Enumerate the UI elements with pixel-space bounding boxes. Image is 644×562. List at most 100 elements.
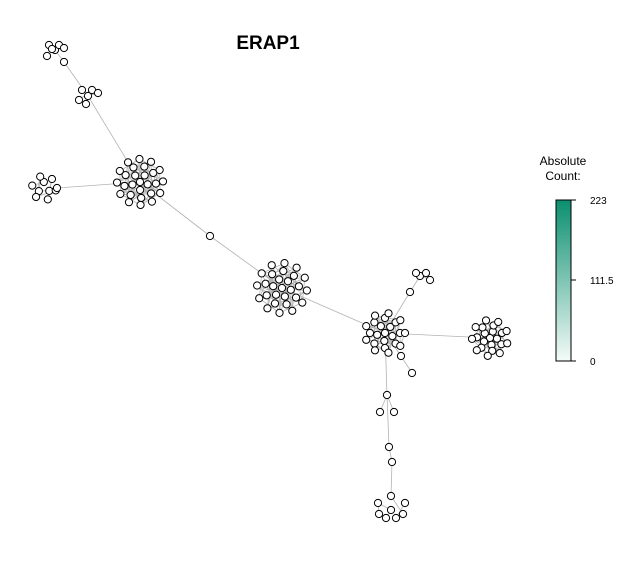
- network-node: [124, 198, 134, 207]
- network-node: [123, 158, 133, 167]
- network-edge: [209, 235, 283, 289]
- network-node: [262, 291, 271, 300]
- network-node: [135, 154, 144, 164]
- network-node: [156, 188, 165, 198]
- network-node: [140, 162, 149, 171]
- network-node: [81, 99, 91, 109]
- network-node: [370, 318, 379, 327]
- network-node: [302, 286, 311, 295]
- legend-title-line2: Count:: [545, 169, 580, 183]
- network-node: [120, 181, 129, 191]
- network-node: [370, 346, 380, 355]
- network-node: [471, 323, 480, 332]
- network-node: [291, 293, 301, 302]
- network-node: [131, 171, 140, 180]
- network-node: [158, 177, 168, 186]
- network-node: [376, 322, 385, 331]
- legend-label-min: 0: [590, 357, 596, 368]
- network-node: [155, 165, 164, 175]
- network-node: [362, 335, 371, 344]
- network-node: [398, 509, 408, 519]
- network-node: [83, 91, 93, 101]
- network-node: [277, 283, 287, 293]
- network-edge: [143, 166, 161, 194]
- network-node: [137, 193, 146, 203]
- network-node: [289, 271, 298, 280]
- network-node: [205, 231, 215, 241]
- network-node: [400, 498, 410, 508]
- network-node: [467, 334, 477, 343]
- network-node: [52, 183, 62, 193]
- network-node: [380, 336, 389, 346]
- network-node: [386, 505, 396, 515]
- network-node: [380, 328, 390, 338]
- network-node: [375, 407, 385, 417]
- network-node: [146, 157, 156, 166]
- network-node: [362, 322, 371, 331]
- network-node: [502, 326, 511, 336]
- network-node: [400, 328, 410, 338]
- network-node: [386, 491, 396, 501]
- network-node: [36, 172, 45, 181]
- network-node: [43, 195, 52, 204]
- network-node: [280, 259, 289, 268]
- network-node: [282, 300, 291, 309]
- network-node: [286, 285, 295, 294]
- network-node: [151, 179, 161, 188]
- network-node: [116, 189, 125, 199]
- network-node: [47, 44, 57, 54]
- network-node: [279, 266, 288, 276]
- network-node: [294, 282, 304, 291]
- network-node: [42, 51, 52, 61]
- network-node: [298, 298, 307, 307]
- legend-color-bar: [555, 199, 572, 362]
- network-node: [126, 190, 135, 200]
- network-node: [74, 95, 84, 105]
- network-node: [396, 316, 405, 325]
- network-node: [370, 311, 380, 320]
- network-node: [253, 281, 262, 290]
- legend-title-line1: Absolute: [540, 154, 587, 168]
- network-node: [425, 275, 435, 285]
- network-node: [31, 192, 41, 202]
- color-legend: Absolute Count: 223 111.5 0: [540, 154, 614, 368]
- network-node: [381, 513, 391, 523]
- chart-title: ERAP1: [236, 33, 300, 54]
- legend-label-max: 223: [590, 196, 607, 207]
- network-node: [389, 407, 399, 417]
- network-node: [269, 282, 278, 291]
- network-node: [384, 442, 394, 452]
- network-node: [140, 171, 149, 180]
- network-node: [494, 317, 503, 327]
- network-node: [136, 185, 145, 195]
- network-nodes: [28, 40, 512, 523]
- network-node: [121, 170, 130, 180]
- network-node: [472, 346, 481, 355]
- network-node: [263, 304, 272, 313]
- network-node: [292, 263, 301, 272]
- network-edge: [261, 273, 276, 304]
- network-node: [147, 197, 157, 206]
- network-node: [77, 85, 87, 95]
- network-node: [93, 88, 103, 98]
- network-node: [129, 163, 138, 172]
- network-node: [373, 498, 383, 508]
- network-node: [495, 349, 504, 358]
- network-node: [271, 290, 281, 299]
- network-node: [488, 346, 497, 355]
- legend-label-mid: 111.5: [590, 276, 614, 287]
- network-node: [115, 166, 124, 176]
- network-node: [143, 180, 152, 189]
- network-node: [387, 457, 397, 467]
- network-node: [267, 270, 277, 279]
- network-node: [135, 177, 145, 187]
- network-node: [391, 513, 401, 523]
- network-node: [382, 390, 392, 400]
- network-edges: [32, 44, 508, 519]
- network-node: [478, 323, 487, 332]
- network-node: [136, 200, 145, 210]
- network-node: [396, 341, 405, 350]
- network-node: [411, 268, 421, 278]
- network-node: [384, 309, 393, 318]
